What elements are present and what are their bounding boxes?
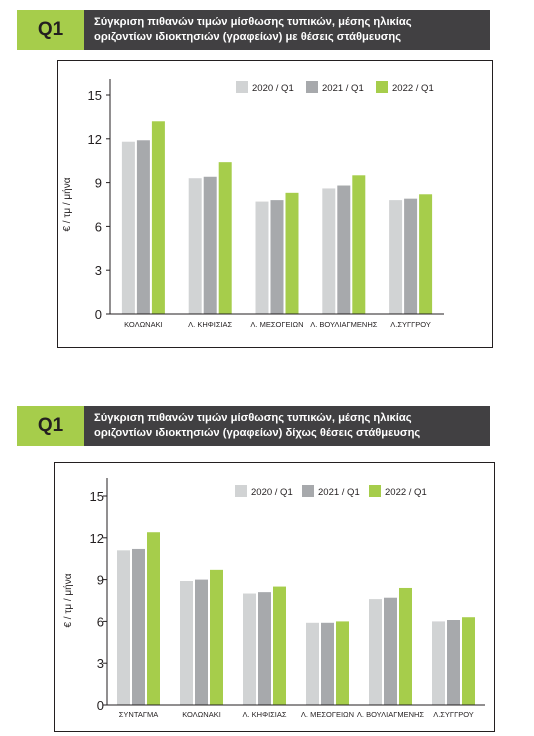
chart2-legend-swatch: [369, 485, 381, 497]
chart2-badge: Q1: [17, 406, 84, 446]
chart1-bar: [337, 185, 351, 314]
chart1-y-tick-label: 15: [88, 88, 102, 103]
chart2-y-tick-label: 15: [90, 489, 104, 504]
chart2-frame: € / τμ / μήνα 0 3 6 9 12 15 ΣΥΝΤΑΓΜΑ ΚΟΛΩΝΑΚΙ Λ. …: [54, 462, 495, 732]
chart2-legend-label: 2022 / Q1: [385, 487, 427, 498]
chart1-header: Q1 Σύγκριση πιθανών τιμών μίσθωσης τυπικ…: [17, 10, 490, 50]
chart2-category-label: Λ. ΜΕΣΟΓΕΙΩΝ: [301, 710, 354, 719]
chart1-category-label: Λ.ΣΥΓΓΡΟΥ: [390, 320, 431, 329]
chart2-bar: [273, 586, 286, 705]
chart2-title: Σύγκριση πιθανών τιμών μίσθωσης τυπικών,…: [84, 406, 490, 446]
chart2-bar: [321, 622, 334, 705]
chart2-bar: [243, 593, 256, 705]
chart2-bar: [384, 597, 397, 705]
chart2-bar: [180, 580, 193, 705]
chart2-y-tick-label: 3: [97, 656, 104, 671]
chart2-legend-label: 2021 / Q1: [318, 487, 360, 498]
chart1-bar: [136, 140, 150, 314]
chart1-y-tick-label: 12: [88, 132, 102, 147]
chart1-category-label: ΚΟΛΩΝΑΚΙ: [124, 320, 163, 329]
chart1-bar: [188, 178, 202, 314]
chart2-bar: [336, 621, 349, 705]
chart2-y-tick-label: 9: [97, 573, 104, 588]
chart2-bar: [210, 569, 223, 705]
chart1-bar: [322, 188, 336, 314]
chart1-title-line1: Σύγκριση πιθανών τιμών μίσθωσης τυπικών,…: [94, 16, 412, 28]
chart1-bar: [404, 198, 418, 314]
chart2-bar: [132, 548, 145, 705]
chart1-category-label: Λ. ΚΗΦΙΣΙΑΣ: [188, 320, 232, 329]
chart2-title-line1: Σύγκριση πιθανών τιμών μίσθωσης τυπικών,…: [94, 412, 412, 424]
chart1-legend-swatch: [376, 81, 388, 93]
chart1-bar: [218, 162, 232, 314]
chart1-bar: [285, 192, 299, 314]
chart2-category-label: ΚΟΛΩΝΑΚΙ: [182, 710, 221, 719]
chart1-bar: [151, 121, 165, 314]
chart2-y-axis-label: € / τμ / μήνα: [62, 573, 74, 627]
chart1-y-tick-label: 0: [95, 307, 102, 322]
chart2-category-label: ΣΥΝΤΑΓΜΑ: [119, 710, 158, 719]
chart1-y-tick-label: 9: [95, 176, 102, 191]
chart2-plot: € / τμ / μήνα 0 3 6 9 12 15 ΣΥΝΤΑΓΜΑ ΚΟΛΩΝΑΚΙ Λ. …: [62, 478, 485, 719]
chart2-bar: [369, 599, 382, 705]
chart1-bar: [352, 175, 366, 314]
chart2-bar: [117, 550, 130, 705]
chart1-bar: [255, 201, 269, 314]
chart2-bar: [399, 587, 412, 705]
chart2-y-tick-label: 6: [97, 614, 104, 629]
chart1-legend-label: 2022 / Q1: [392, 83, 434, 94]
chart1-legend-swatch: [236, 81, 248, 93]
chart1-bar: [389, 200, 403, 314]
chart1-y-axis-label: € / τμ / μήνα: [61, 177, 73, 231]
chart2-title-line2: οριζοντίων ιδιοκτησιών (γραφείων) δίχως …: [94, 427, 421, 439]
chart1-y-tick-label: 6: [95, 219, 102, 234]
chart2-legend-swatch: [302, 485, 314, 497]
chart2-bar: [147, 532, 160, 705]
chart2-bar: [306, 622, 319, 705]
chart1-badge: Q1: [17, 10, 84, 50]
chart2-bar: [462, 617, 475, 705]
chart2-bar: [195, 579, 208, 705]
chart1-y-tick-label: 3: [95, 263, 102, 278]
chart2-category-label: Λ. ΚΗΦΙΣΙΑΣ: [242, 710, 286, 719]
chart2-legend-label: 2020 / Q1: [251, 487, 293, 498]
chart1-category-label: Λ. ΜΕΣΟΓΕΙΩΝ: [250, 320, 303, 329]
chart1-legend-swatch: [306, 81, 318, 93]
chart1-bar: [270, 200, 284, 314]
chart1-title-line2: οριζοντίων ιδιοκτησιών (γραφείων) με θέσ…: [94, 31, 402, 43]
chart2-y-tick-label: 12: [90, 531, 104, 546]
chart2-bar: [447, 620, 460, 705]
chart2-header: Q1 Σύγκριση πιθανών τιμών μίσθωσης τυπικ…: [17, 406, 490, 446]
chart1-legend-label: 2021 / Q1: [322, 83, 364, 94]
chart1-bar: [203, 176, 217, 314]
chart2-category-label: Λ.ΣΥΓΓΡΟΥ: [433, 710, 474, 719]
chart1-legend-label: 2020 / Q1: [252, 83, 294, 94]
chart1-plot: € / τμ / μήνα 0 3 6 9 12 15 ΚΟΛΩΝΑΚΙ Λ. ΚΗΦΙΣΙΑΣ…: [61, 79, 444, 329]
chart1-frame: € / τμ / μήνα 0 3 6 9 12 15 ΚΟΛΩΝΑΚΙ Λ. ΚΗΦΙΣΙΑΣ…: [57, 60, 493, 348]
chart1-bar: [419, 194, 433, 314]
chart1-category-label: Λ. ΒΟΥΛΙΑΓΜΕΝΗΣ: [310, 320, 378, 329]
chart2-bar: [258, 592, 271, 705]
chart1-bar: [121, 141, 135, 314]
chart2-y-tick-label: 0: [97, 698, 104, 713]
chart2-legend-swatch: [235, 485, 247, 497]
chart1-title: Σύγκριση πιθανών τιμών μίσθωσης τυπικών,…: [84, 10, 490, 50]
chart2-category-label: Λ. ΒΟΥΛΙΑΓΜΕΝΗΣ: [357, 710, 425, 719]
chart2-bar: [432, 621, 445, 705]
